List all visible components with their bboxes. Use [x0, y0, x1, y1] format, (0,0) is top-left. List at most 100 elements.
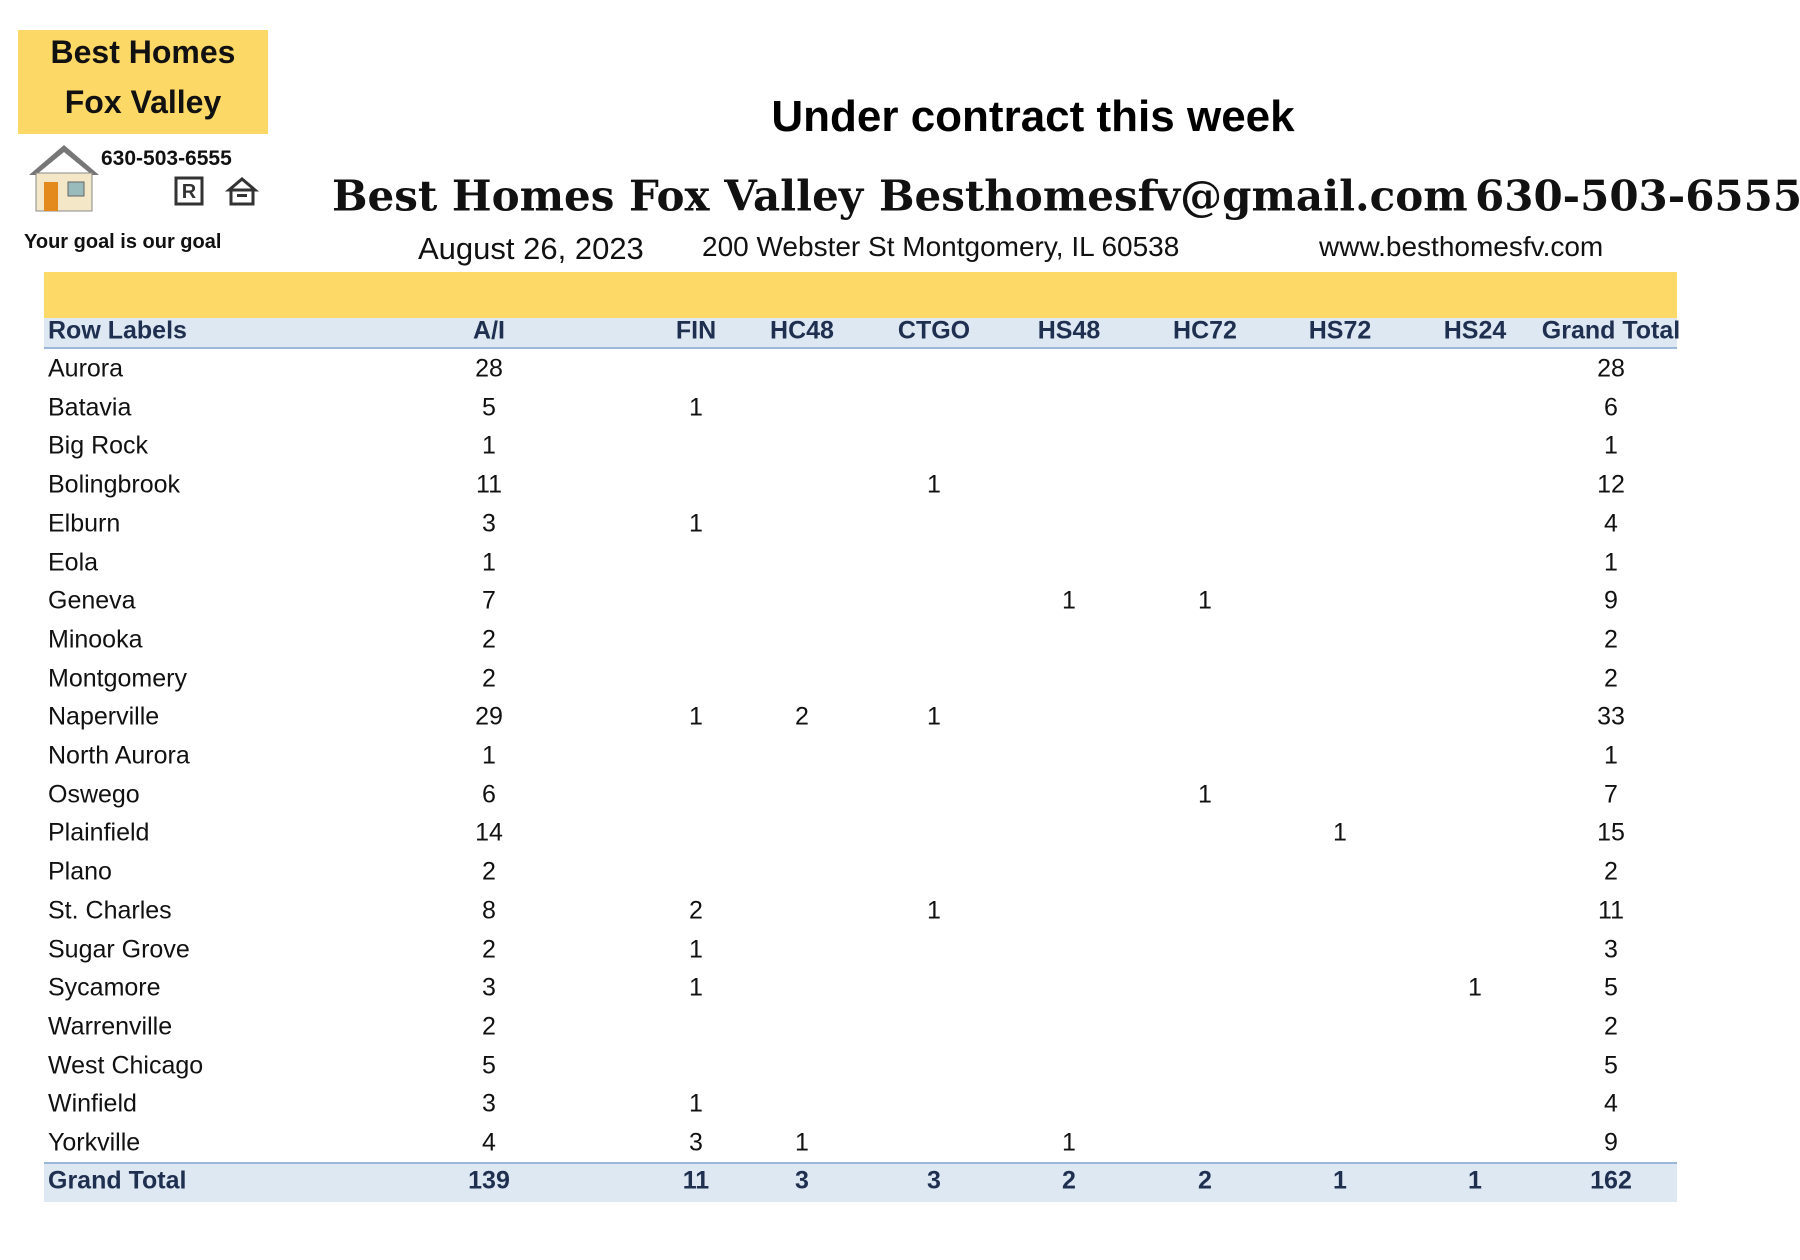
cell: 1 [1062, 586, 1076, 615]
total-row-bg [44, 1162, 1677, 1202]
cell: 2 [1604, 625, 1618, 654]
realtor-icons: R [174, 176, 260, 206]
row-label: St. Charles [48, 896, 172, 925]
cell: 1 [1604, 741, 1618, 770]
cell: 33 [1597, 702, 1625, 731]
cell: 9 [1604, 586, 1618, 615]
cell: 3 [482, 509, 496, 538]
cell: 2 [482, 664, 496, 693]
total-cell: 2 [1198, 1166, 1212, 1195]
cell: 14 [475, 818, 503, 847]
cell: 1 [1604, 431, 1618, 460]
date: August 26, 2023 [418, 231, 644, 266]
column-header: Row Labels [48, 316, 187, 345]
header-row-bg [44, 318, 1677, 349]
cell: 1 [482, 741, 496, 770]
cell: 1 [927, 896, 941, 925]
row-label: Yorkville [48, 1128, 141, 1157]
cell: 6 [1604, 393, 1618, 422]
logo-line1: Best Homes [50, 34, 236, 70]
cell: 1 [689, 509, 703, 538]
column-header: HS72 [1308, 316, 1372, 345]
cell: 1 [1198, 780, 1212, 809]
cell: 28 [1597, 354, 1625, 383]
cell: 2 [1604, 1012, 1618, 1041]
cell: 3 [689, 1128, 703, 1157]
cell: 7 [1604, 780, 1618, 809]
cell: 9 [1604, 1128, 1618, 1157]
cell: 7 [482, 586, 496, 615]
cell: 29 [475, 702, 503, 731]
cell: 2 [482, 625, 496, 654]
cell: 4 [1604, 1089, 1618, 1118]
cell: 3 [1604, 935, 1618, 963]
row-label: Sugar Grove [48, 935, 190, 963]
svg-text:R: R [182, 181, 197, 203]
cell: 1 [482, 431, 496, 460]
logo-box [18, 30, 268, 134]
column-header: HS48 [1037, 316, 1101, 345]
cell: 2 [795, 702, 809, 731]
row-label: Oswego [48, 780, 140, 809]
cell: 1 [1062, 1128, 1076, 1157]
cell: 4 [1604, 509, 1618, 538]
logo-tagline: Your goal is our goal [24, 231, 222, 253]
cell: 1 [1333, 818, 1347, 847]
cell: 1 [482, 548, 496, 576]
house-icon [29, 145, 99, 212]
row-label: Bolingbrook [48, 470, 181, 499]
company: Best Homes Fox Valley [332, 171, 864, 221]
total-cell: 139 [468, 1166, 510, 1195]
row-label: Minooka [48, 625, 143, 654]
cell: 6 [482, 780, 496, 809]
column-header: Grand Total [1541, 316, 1681, 345]
title: Under contract this week [771, 92, 1295, 141]
cell: 11 [1598, 896, 1624, 925]
row-label: North Aurora [48, 741, 190, 770]
cell: 1 [1468, 973, 1482, 1002]
cell: 28 [475, 354, 503, 383]
phone: 630-503-6555 [1475, 171, 1800, 221]
logo-line2: Fox Valley [64, 84, 222, 120]
row-label: Big Rock [48, 431, 149, 460]
cell: 5 [482, 393, 496, 422]
cell: 1 [1604, 548, 1618, 576]
logo-phone: 630-503-6555 [101, 147, 232, 170]
cell: 1 [689, 973, 703, 1002]
cell: 2 [482, 857, 496, 886]
row-label: Eola [48, 548, 99, 576]
cell: 5 [1604, 1051, 1618, 1080]
cell: 1 [689, 1089, 703, 1118]
cell: 3 [482, 973, 496, 1002]
row-label: Naperville [48, 702, 160, 731]
column-header: FIN [675, 316, 717, 345]
cell: 1 [689, 393, 703, 422]
cell: 4 [482, 1128, 496, 1157]
row-label: Plano [48, 857, 112, 886]
cell: 11 [476, 470, 502, 499]
row-label: Montgomery [48, 664, 187, 693]
cell: 2 [1604, 857, 1618, 886]
cell: 15 [1597, 818, 1625, 847]
address: 200 Webster St Montgomery, IL 60538 [702, 231, 1180, 262]
column-header: HC48 [770, 316, 834, 345]
total-label: Grand Total [48, 1166, 187, 1195]
cell: 1 [927, 470, 941, 499]
cell: 2 [482, 1012, 496, 1041]
row-label: Geneva [48, 586, 136, 615]
column-header: HC72 [1173, 316, 1237, 345]
total-cell: 3 [927, 1166, 941, 1195]
column-header: HS24 [1443, 316, 1507, 345]
cell: 5 [482, 1051, 496, 1080]
website: www.besthomesfv.com [1319, 231, 1604, 262]
total-cell: 162 [1590, 1166, 1632, 1195]
cell: 1 [689, 935, 703, 963]
cell: 1 [927, 702, 941, 731]
cell: 2 [1604, 664, 1618, 693]
row-label: Warrenville [48, 1012, 173, 1041]
column-header: A/I [473, 316, 505, 345]
row-label: Elburn [48, 509, 121, 538]
cell: 2 [689, 896, 703, 925]
email: Besthomesfv@gmail.com [879, 171, 1468, 221]
